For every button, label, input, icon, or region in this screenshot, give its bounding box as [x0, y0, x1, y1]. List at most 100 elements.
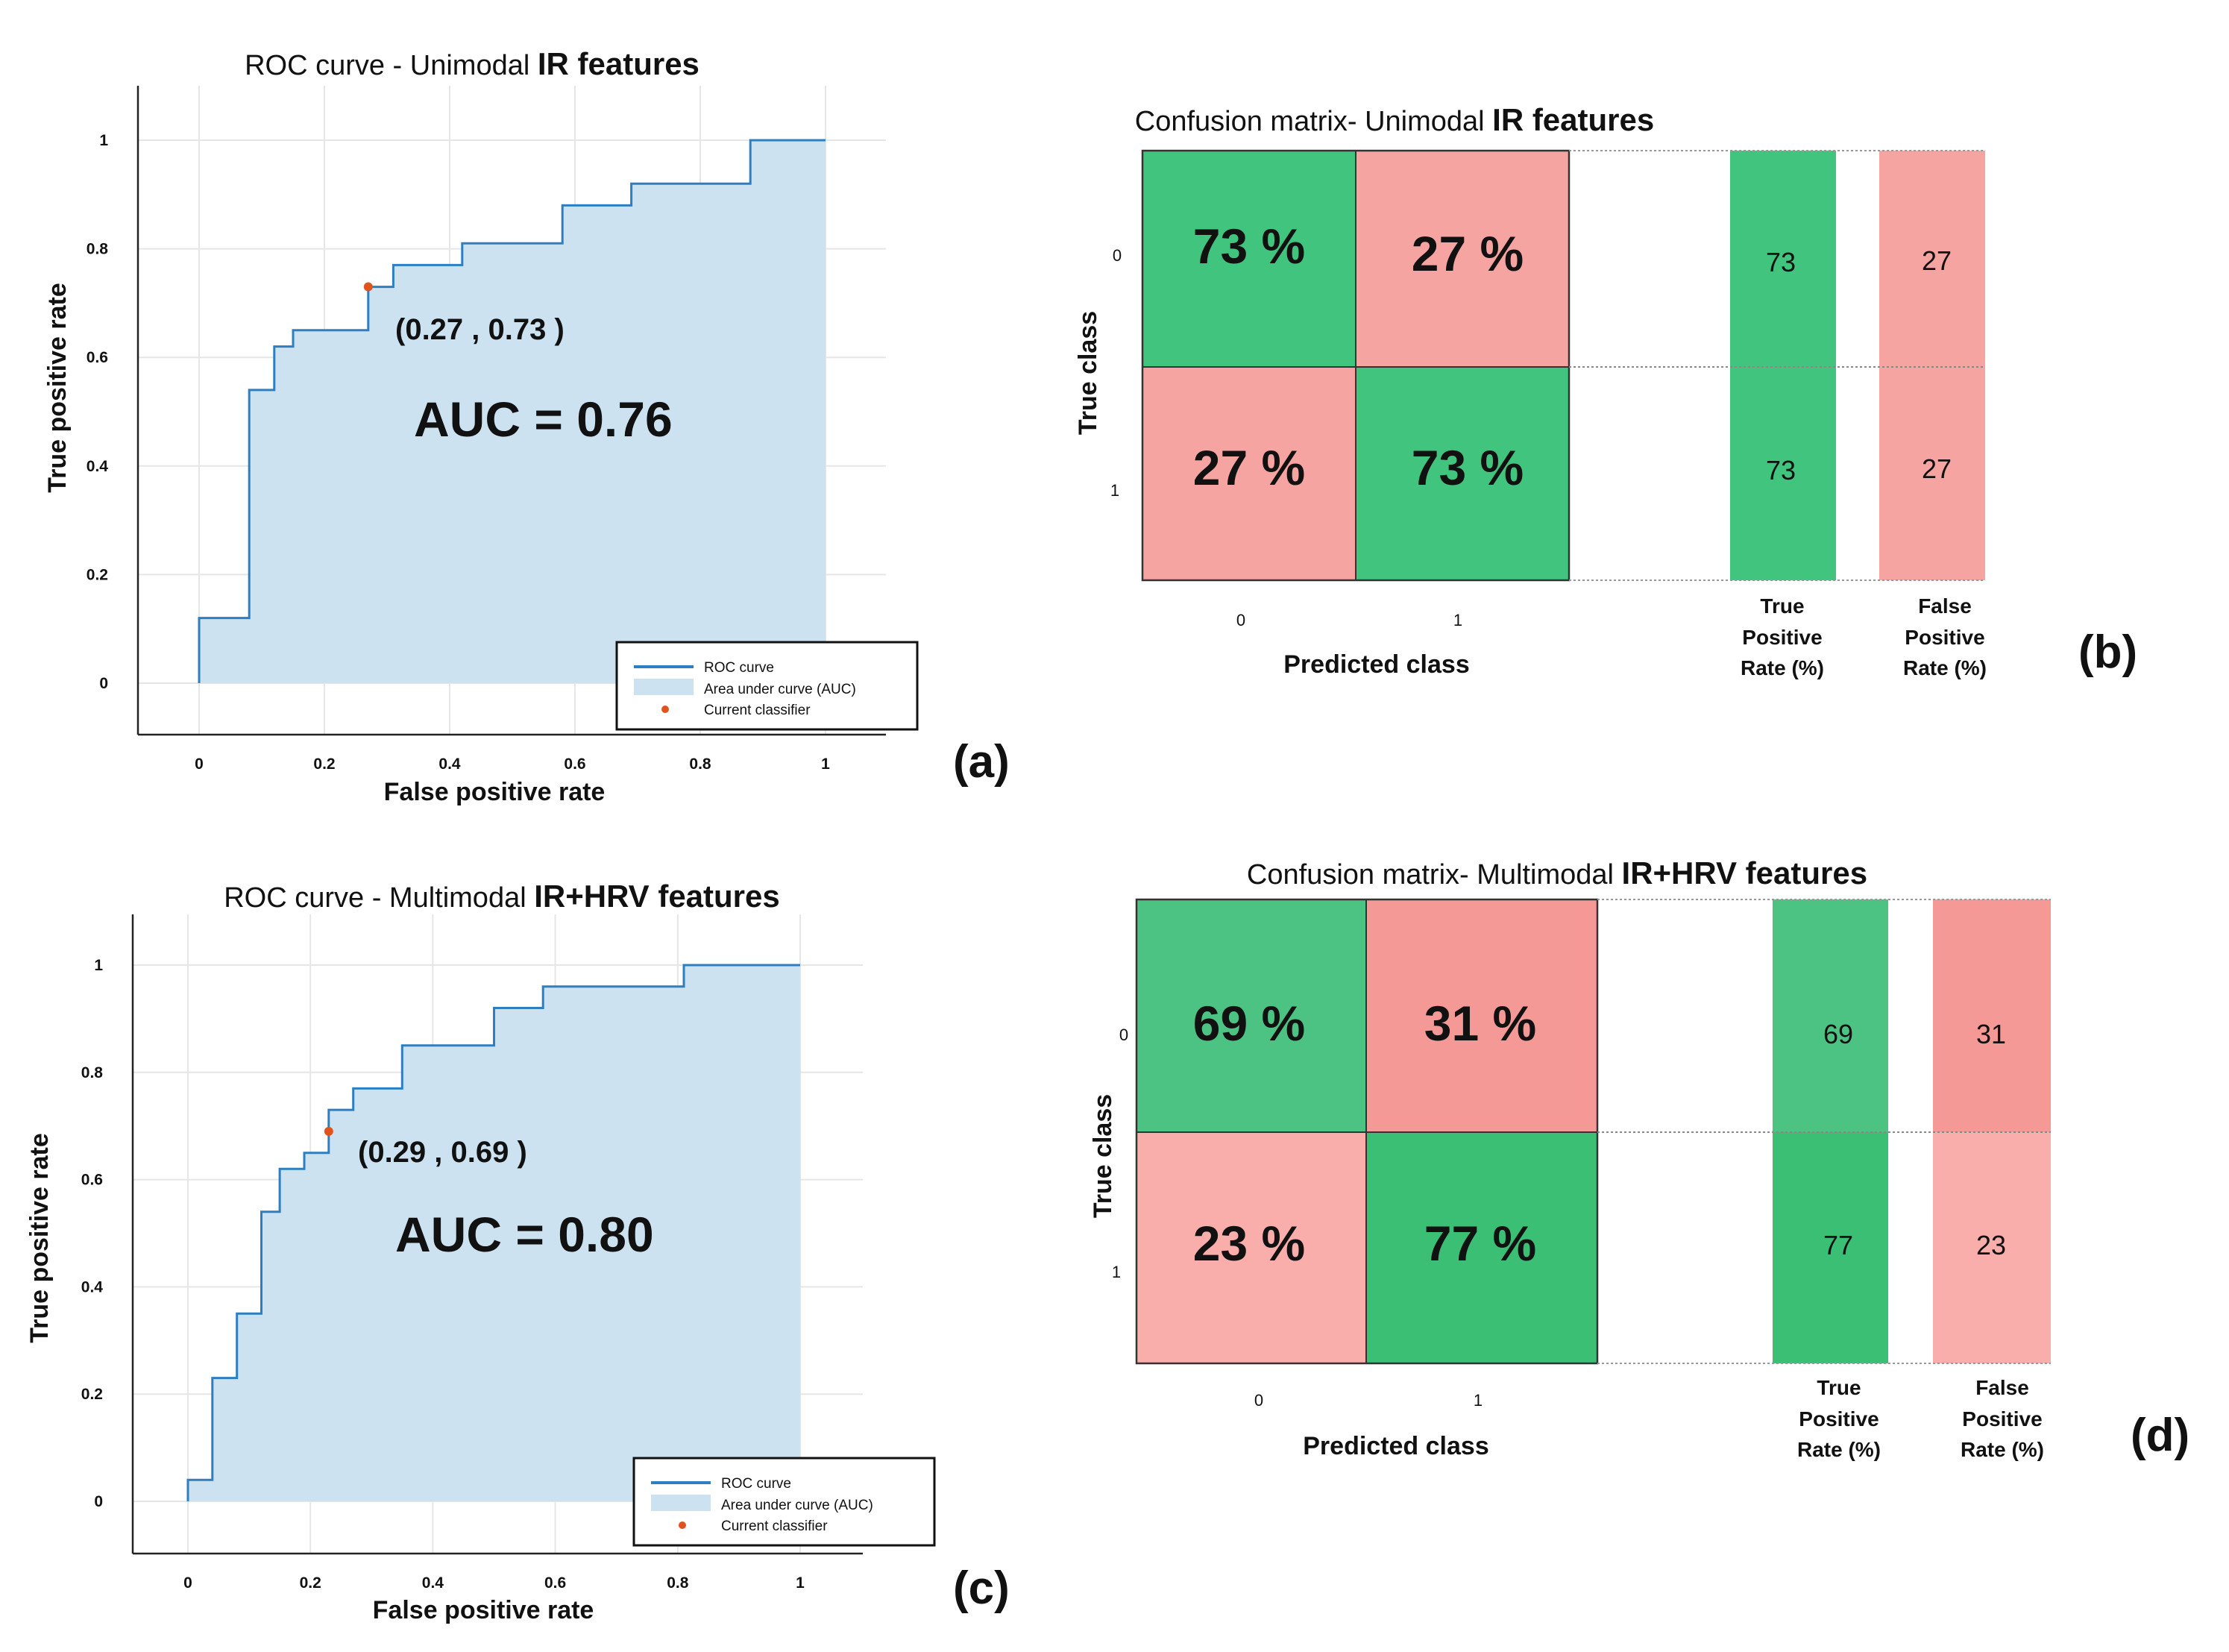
cm-d-tpr-header: True Positive Rate (%) [1797, 1376, 1881, 1461]
svg-text:True: True [1760, 594, 1804, 618]
roc_a-y-tick-label-4: 0.8 [87, 241, 109, 258]
cm-b-row-label-0: 0 [1113, 246, 1122, 265]
roc-a-roc-curve [198, 139, 826, 683]
roc-a-y-ticks: 0 0.2 0.4 0.6 0.8 1 [87, 132, 109, 692]
cm-d-tpr-cell-1 [1773, 1132, 1888, 1363]
roc_c-y-tick-label-2: 0.4 [81, 1278, 104, 1295]
roc_c-x-tick-label-2: 0.4 [422, 1574, 444, 1592]
roc-a-title: ROC curve - Unimodal IR features [245, 46, 699, 81]
cm-d-value-1-1: 77 % [1424, 1216, 1536, 1271]
roc_a-y-tick-label-3: 0.6 [87, 349, 108, 366]
roc-a-auc-area [199, 140, 826, 683]
roc-c-axes [131, 914, 863, 1555]
svg-text:Positive: Positive [1905, 626, 1984, 649]
roc_a-y-tick-label-0: 0 [99, 675, 108, 692]
cm-b-fpr-header: False Positive Rate (%) [1903, 594, 1987, 679]
cm-d-x-label: Predicted class [1303, 1432, 1488, 1460]
roc-a-legend: ROC curve Area under curve (AUC) Current… [615, 641, 919, 731]
cm-b-row-label-1: 1 [1110, 481, 1119, 500]
roc-a-x-label: False positive rate [384, 778, 606, 806]
cm-b-tpr-cell-0 [1730, 151, 1836, 367]
roc-c-legend-area: Area under curve (AUC) [721, 1498, 873, 1513]
cm-d-value-0-0: 69 % [1193, 996, 1305, 1051]
cm-b-fpr-cell-1 [1879, 367, 1985, 580]
svg-text:Positive: Positive [1799, 1407, 1879, 1430]
cm-d-fpr-value-0: 31 [1976, 1019, 2006, 1049]
roc-c-legend-area-swatch [651, 1495, 711, 1511]
cm-b-cell-1-0 [1142, 367, 1356, 580]
cm-b-value-1-1: 73 % [1412, 440, 1524, 495]
cm-d-row-label-0: 0 [1119, 1026, 1128, 1044]
roc_c-x-tick-label-1: 0.2 [300, 1574, 321, 1592]
roc-c-current-classifier-marker [324, 1126, 333, 1136]
cm-b-title: Confusion matrix- Unimodal IR features [1135, 102, 1654, 137]
svg-text:False: False [1918, 594, 1972, 618]
roc_a-x-tick-label-4: 0.8 [689, 756, 711, 773]
cm-b-cell-0-1 [1356, 151, 1569, 367]
cm-b-tpr-header: True Positive Rate (%) [1741, 594, 1824, 679]
roc_c-x-tick-label-0: 0 [183, 1574, 192, 1592]
roc_c-y-tick-label-5: 1 [94, 957, 103, 974]
roc-a-legend-marker-swatch [661, 706, 669, 713]
roc-c-legend-line: ROC curve [721, 1476, 791, 1492]
cm-b-fpr-value-1: 27 [1922, 453, 1952, 484]
cm-d-col-label-1: 1 [1474, 1391, 1483, 1410]
roc-c-title: ROC curve - Multimodal IR+HRV features [224, 879, 780, 914]
cm-d-frame [1135, 898, 2051, 1365]
cm-d-cell-0-0 [1136, 899, 1366, 1132]
roc-a-point-label: (0.27 , 0.73 ) [395, 313, 565, 346]
roc-c-legend: ROC curve Area under curve (AUC) Current… [632, 1457, 936, 1547]
roc-c-x-ticks: 0 0.2 0.4 0.6 0.8 1 [183, 1574, 805, 1592]
svg-text:Positive: Positive [1962, 1407, 2042, 1430]
roc_a-y-tick-label-1: 0.2 [87, 566, 108, 583]
roc_c-y-tick-label-1: 0.2 [81, 1386, 103, 1403]
panel-label-b: (b) [2078, 626, 2137, 678]
svg-text:Rate (%): Rate (%) [1741, 656, 1824, 679]
roc_c-y-tick-label-0: 0 [94, 1493, 103, 1510]
svg-text:Rate (%): Rate (%) [1961, 1438, 2044, 1461]
cm-d-fpr-cell-0 [1933, 899, 2051, 1132]
roc_c-y-tick-label-4: 0.8 [81, 1064, 104, 1081]
cm-b-x-label: Predicted class [1283, 650, 1469, 679]
cm-d-value-0-1: 31 % [1424, 996, 1536, 1051]
cm-d-title: Confusion matrix- Multimodal IR+HRV feat… [1247, 855, 1867, 891]
roc-c-point-label: (0.29 , 0.69 ) [358, 1136, 527, 1169]
roc_c-x-tick-label-5: 1 [796, 1574, 805, 1592]
roc-a-current-classifier-marker [363, 282, 373, 292]
cm-d-tpr-value-0: 69 [1823, 1019, 1853, 1049]
roc-a-y-label: True positive rate [43, 283, 72, 493]
roc-a-legend-area-swatch [634, 679, 694, 695]
cm-panel-d: Confusion matrix- Multimodal IR+HRV feat… [1089, 855, 2189, 1461]
roc_c-x-tick-label-3: 0.6 [544, 1574, 566, 1592]
roc_a-y-tick-label-2: 0.4 [87, 458, 109, 475]
roc-c-legend-marker-swatch [679, 1521, 686, 1529]
roc_a-x-tick-label-3: 0.6 [564, 756, 585, 773]
cm-b-tpr-cell-1 [1730, 367, 1836, 580]
roc-panel-c: ROC curve - Multimodal IR+HRV features 0… [25, 879, 1010, 1624]
cm-d-cell-1-1 [1366, 1132, 1597, 1363]
cm-d-row-label-1: 1 [1112, 1263, 1121, 1281]
cm-b-cell-0-0 [1142, 151, 1356, 367]
roc_c-x-tick-label-4: 0.8 [667, 1574, 689, 1592]
roc_a-x-tick-label-2: 0.4 [438, 756, 461, 773]
cm-b-fpr-cell-0 [1879, 151, 1985, 367]
cm-d-col-label-0: 0 [1254, 1391, 1263, 1410]
panel-label-c: (c) [953, 1563, 1010, 1614]
svg-text:Positive: Positive [1742, 626, 1822, 649]
cm-d-fpr-cell-1 [1933, 1132, 2051, 1363]
roc-c-roc-curve [186, 964, 800, 1501]
roc-c-auc-label: AUC = 0.80 [395, 1207, 654, 1262]
cm-b-tpr-value-0: 73 [1766, 247, 1796, 277]
cm-b-frame [1141, 149, 1985, 582]
roc-a-legend-marker: Current classifier [704, 703, 811, 718]
cm-b-col-label-1: 1 [1453, 611, 1462, 629]
roc_a-x-tick-label-5: 1 [821, 756, 830, 773]
cm-b-y-label: True class [1074, 311, 1102, 435]
roc-c-y-label: True positive rate [25, 1133, 54, 1343]
roc_a-x-tick-label-0: 0 [195, 756, 204, 773]
roc-panel-a: ROC curve - Unimodal IR features 0 0.2 0.4… [43, 46, 1010, 806]
cm-b-value-0-1: 27 % [1412, 226, 1524, 281]
cm-b-col-label-0: 0 [1236, 611, 1245, 629]
svg-text:True: True [1817, 1376, 1861, 1399]
